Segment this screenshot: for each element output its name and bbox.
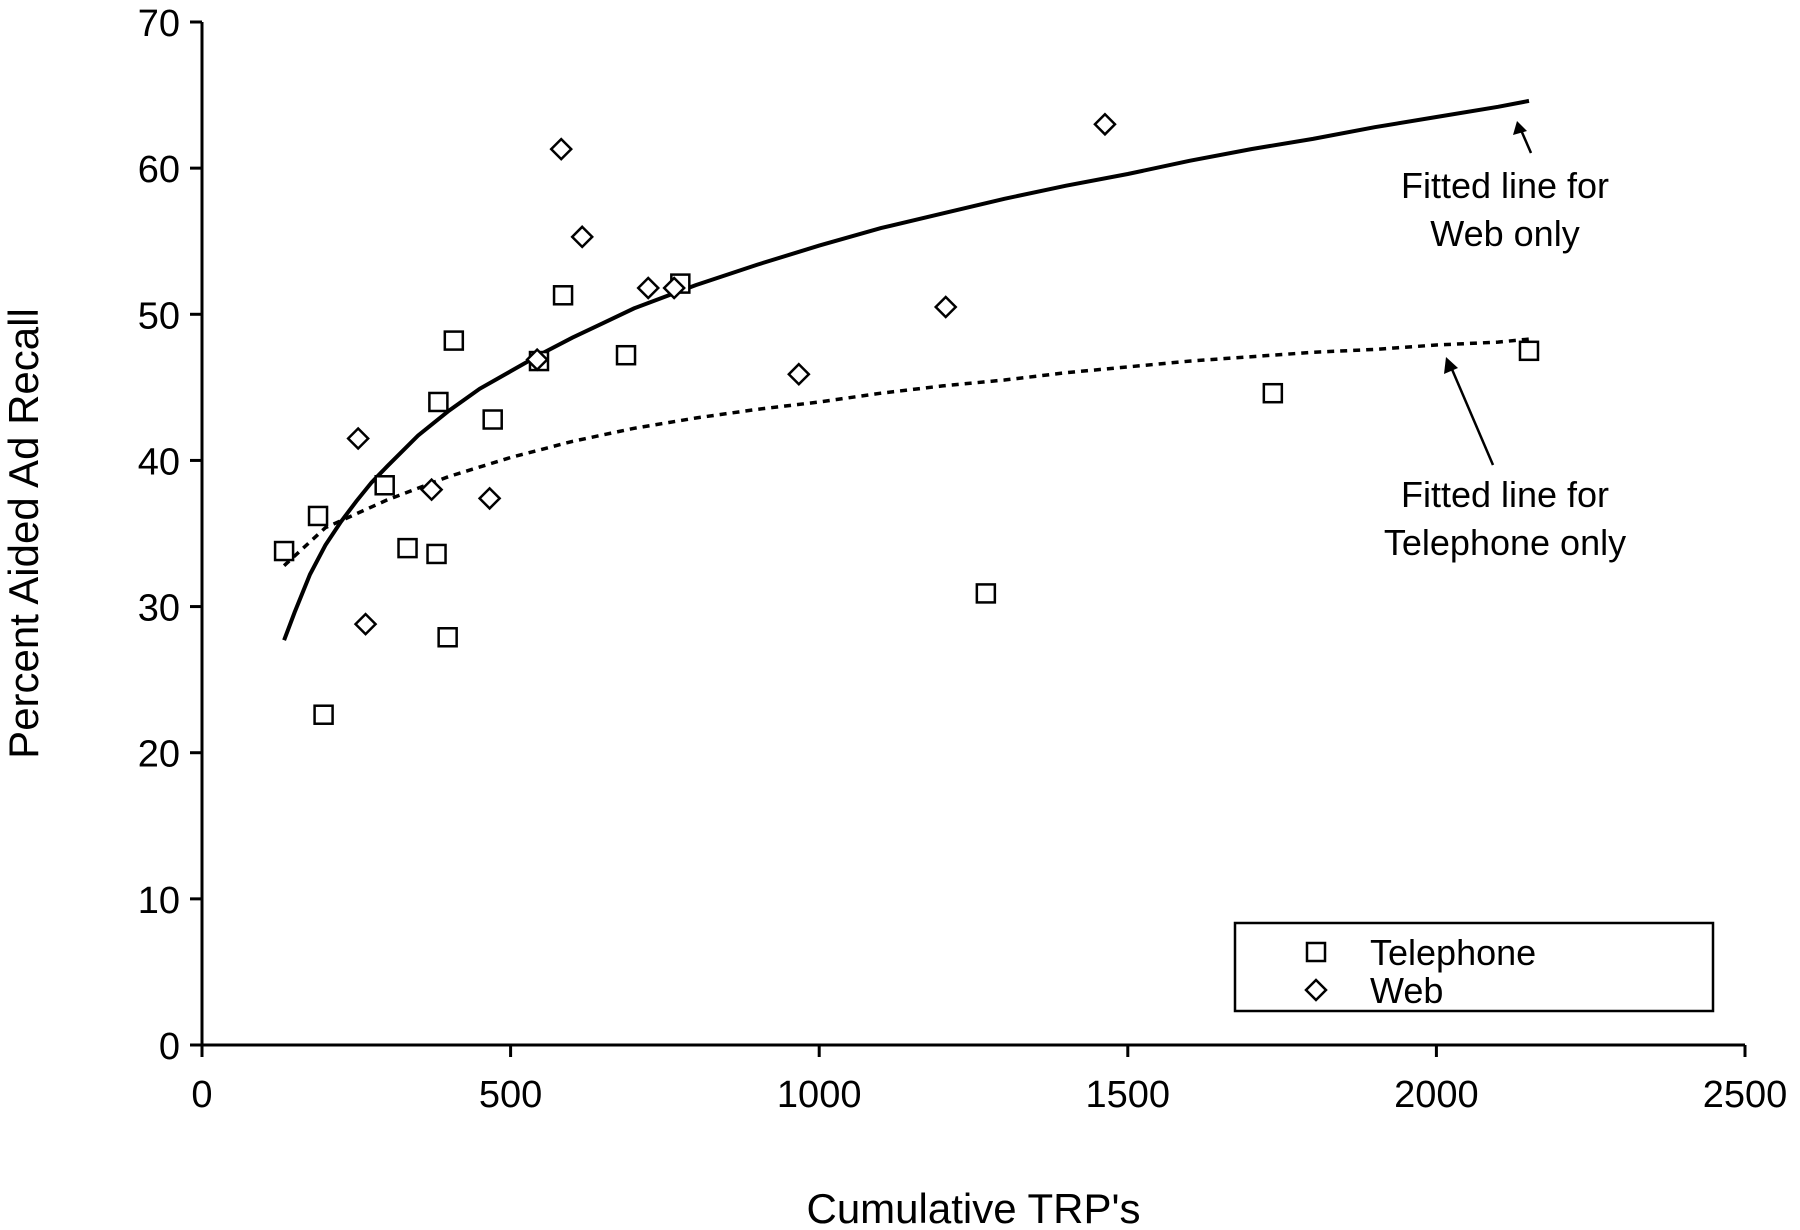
legend-label: Telephone	[1370, 932, 1536, 973]
telephone-point	[307, 505, 329, 527]
y-tick-label: 60	[138, 149, 180, 191]
data-points	[273, 112, 1540, 725]
telephone-point	[975, 583, 997, 604]
y-tick-label: 40	[138, 441, 180, 483]
y-tick-label: 30	[138, 588, 180, 630]
web-point	[662, 276, 686, 300]
telephone-point	[615, 344, 637, 366]
y-tick-label: 10	[138, 880, 180, 922]
web-point	[477, 486, 502, 511]
telephone-point	[374, 475, 395, 496]
telephone-point	[313, 704, 334, 725]
legend-box	[1233, 921, 1715, 1013]
y-tick-label: 20	[138, 734, 180, 776]
web-point	[787, 362, 811, 386]
telephone-point	[428, 391, 449, 413]
annotation-telephone-arrow	[1449, 366, 1495, 466]
web-point	[346, 426, 370, 451]
telephone-point	[443, 330, 465, 351]
telephone-point	[1518, 340, 1540, 362]
fitted-lines	[282, 98, 1530, 641]
annotation-telephone-arrowhead	[1444, 357, 1458, 374]
y-axis-title: Percent Aided Ad Recall	[0, 308, 47, 759]
y-tick-label: 0	[159, 1026, 180, 1068]
web-point	[525, 347, 549, 372]
x-tick-label: 1000	[777, 1074, 862, 1116]
web-point	[419, 477, 444, 502]
x-tick-label: 0	[191, 1074, 212, 1116]
x-axis-title: Cumulative TRP's	[806, 1185, 1140, 1230]
web-point	[933, 295, 958, 319]
web-point	[1093, 112, 1117, 137]
web-point	[549, 137, 573, 161]
fitted-line-telephone	[282, 337, 1530, 567]
web-point	[353, 612, 378, 636]
annotation-web-text: Fitted line for	[1401, 165, 1609, 206]
legend-diamond-icon	[1304, 978, 1328, 1002]
annotation-web-arrowhead	[1513, 121, 1527, 135]
telephone-point	[397, 537, 418, 559]
fitted-line-web	[282, 98, 1530, 641]
y-tick-label: 70	[138, 3, 180, 45]
annotation-web-arrow	[1519, 129, 1533, 154]
telephone-point	[1262, 382, 1284, 404]
legend-label: Web	[1370, 970, 1443, 1011]
annotation-telephone-text: Fitted line for	[1401, 474, 1609, 515]
legend-square-icon	[1305, 941, 1327, 963]
web-point	[636, 276, 661, 300]
web-point	[570, 225, 594, 249]
x-tick-label: 2500	[1703, 1074, 1788, 1116]
axes: 0 10 20 30 40 50 60 70 0 500 1000 1500 2000 2500	[138, 3, 1788, 1116]
annotations: Fitted line for Web only Fitted line for Te…	[1384, 121, 1626, 563]
x-tick-label: 500	[479, 1074, 542, 1116]
annotation-web-text: Web only	[1430, 213, 1579, 254]
x-tick-label: 2000	[1394, 1074, 1479, 1116]
y-tick-label: 50	[138, 295, 180, 337]
telephone-point	[273, 540, 295, 562]
x-tick-label: 1500	[1086, 1074, 1171, 1116]
annotation-telephone-text: Telephone only	[1384, 522, 1626, 563]
telephone-point	[426, 543, 447, 565]
telephone-point	[437, 627, 458, 648]
telephone-point	[552, 285, 574, 306]
telephone-point	[482, 409, 503, 430]
